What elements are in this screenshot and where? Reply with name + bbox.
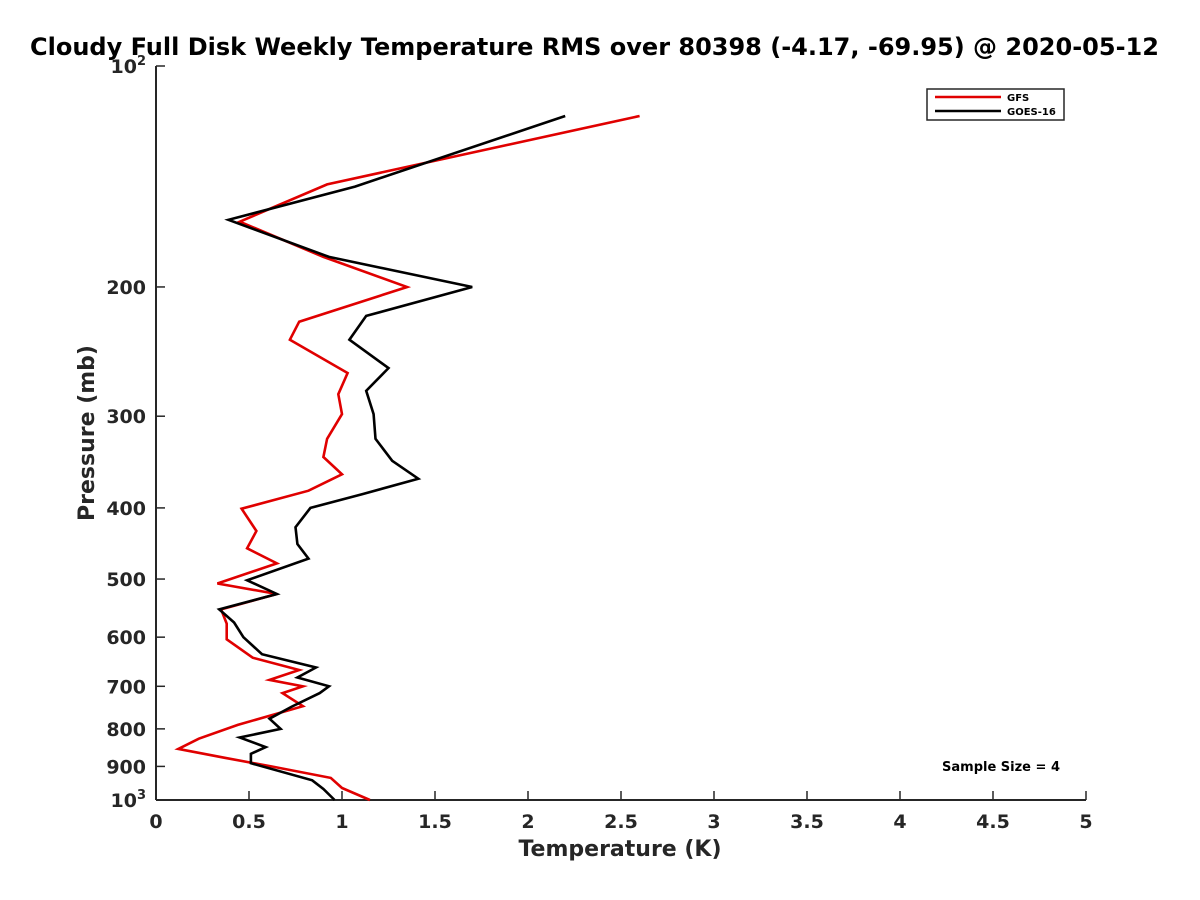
x-tick-label: 1 xyxy=(335,811,348,833)
y-tick-label: 400 xyxy=(106,498,146,520)
y-tick-label: 800 xyxy=(106,719,146,741)
legend-label-gfs: GFS xyxy=(1007,93,1029,104)
y-tick-label: 600 xyxy=(106,627,146,649)
sample-size-note: Sample Size = 4 xyxy=(942,760,1060,775)
tick-layer: 0 0.5 1 1.5 2 2.5 3 3.5 4 4.5 51022003004005006007… xyxy=(106,54,1092,833)
legend-label-goes16: GOES-16 xyxy=(1007,107,1056,118)
y-tick-label: 102 xyxy=(111,54,147,78)
y-tick-exponent: 2 xyxy=(137,54,146,69)
y-axis-label: Pressure (mb) xyxy=(75,345,100,521)
x-tick-label: 5 xyxy=(1079,811,1092,833)
x-tick-label: 4.5 xyxy=(976,811,1010,833)
y-tick-exponent: 3 xyxy=(137,788,146,803)
y-tick-label: 103 xyxy=(111,788,147,812)
x-tick-label: 4 xyxy=(893,811,906,833)
series-line-gfs xyxy=(174,114,640,802)
x-tick-label: 2 xyxy=(521,811,534,833)
legend: GFS GOES-16 xyxy=(926,88,1065,121)
x-axis-label: Temperature (K) xyxy=(518,837,721,862)
y-tick-label: 700 xyxy=(106,676,146,698)
legend-box xyxy=(926,88,1065,121)
chart-title: Cloudy Full Disk Weekly Temperature RMS … xyxy=(30,33,1159,61)
x-tick-label: 0.5 xyxy=(232,811,266,833)
x-tick-label: 1.5 xyxy=(418,811,452,833)
x-tick-label: 0 xyxy=(149,811,162,833)
y-tick-base: 10 xyxy=(111,790,137,812)
x-tick-label: 3.5 xyxy=(790,811,824,833)
y-tick-label: 900 xyxy=(106,756,146,778)
series-line-goes16 xyxy=(216,114,566,801)
x-tick-label: 2.5 xyxy=(604,811,638,833)
x-tick-label: 3 xyxy=(707,811,720,833)
y-tick-label: 500 xyxy=(106,569,146,591)
y-tick-base: 10 xyxy=(111,56,137,78)
y-tick-label: 300 xyxy=(106,406,146,428)
series-layer xyxy=(174,114,640,802)
y-tick-label: 200 xyxy=(106,277,146,299)
